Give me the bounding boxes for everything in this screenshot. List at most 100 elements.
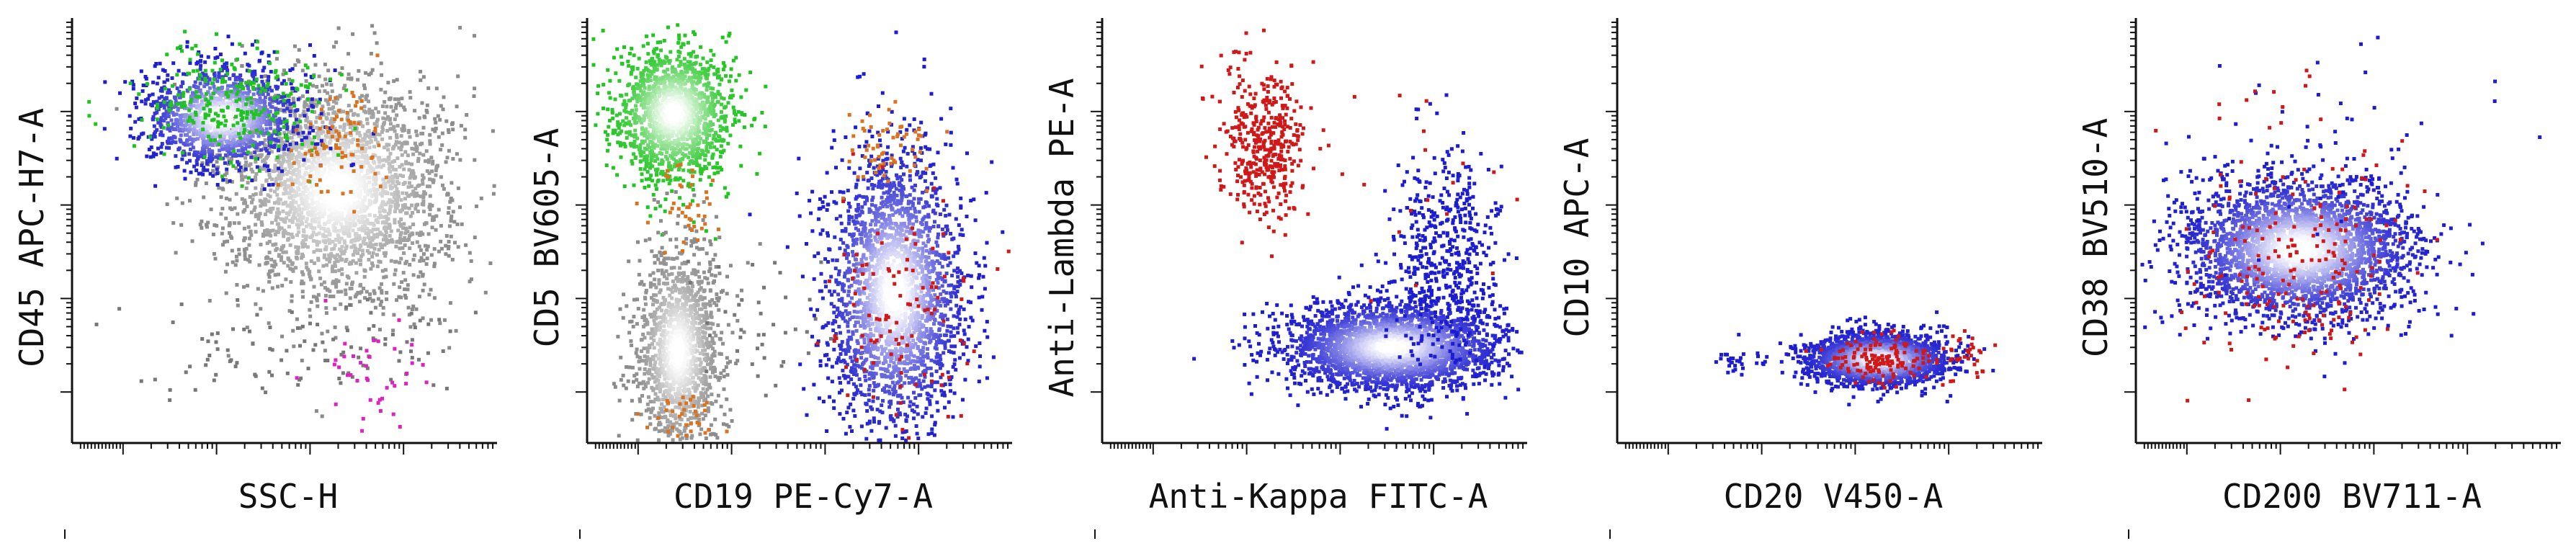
data-point [447, 128, 450, 133]
data-point [395, 240, 399, 244]
data-point [303, 173, 307, 177]
data-point [276, 118, 280, 122]
data-point [254, 186, 258, 190]
data-point [359, 179, 363, 183]
data-point [326, 146, 331, 150]
data-point [225, 180, 230, 184]
data-point [234, 115, 238, 119]
data-point [213, 172, 218, 176]
data-point [406, 305, 411, 310]
data-point [270, 348, 274, 352]
data-point [333, 261, 337, 265]
data-point [336, 259, 340, 264]
data-point [276, 125, 280, 129]
data-point [706, 107, 710, 112]
data-point [364, 71, 368, 75]
data-point [168, 91, 172, 94]
data-point [678, 79, 681, 84]
data-point [350, 375, 354, 379]
data-point [224, 216, 228, 220]
data-point [213, 127, 217, 132]
data-point [204, 97, 208, 102]
data-point [226, 109, 231, 113]
data-point [350, 158, 354, 163]
data-point [270, 177, 274, 182]
data-point [245, 91, 249, 95]
data-point [194, 162, 199, 166]
data-point [213, 99, 217, 104]
data-point [336, 171, 340, 176]
data-point [391, 412, 395, 416]
data-point [209, 115, 213, 120]
data-point [200, 102, 204, 107]
data-point [227, 122, 231, 126]
data-point [428, 142, 432, 146]
data-point [444, 252, 448, 256]
data-point [249, 82, 253, 86]
data-point [386, 148, 390, 152]
data-point [206, 81, 210, 86]
data-point [408, 325, 413, 329]
data-point [282, 125, 286, 129]
data-point [348, 125, 352, 130]
data-point [277, 132, 282, 136]
data-point [333, 117, 337, 121]
data-point [163, 80, 166, 84]
data-point [403, 287, 407, 292]
data-point [378, 192, 383, 196]
data-point [275, 222, 279, 226]
data-point [128, 81, 133, 86]
data-point [346, 192, 350, 197]
data-point [246, 100, 250, 104]
data-point [328, 256, 332, 261]
data-point [288, 243, 292, 247]
data-point [411, 241, 415, 245]
data-point [387, 161, 391, 166]
data-point [185, 45, 189, 49]
data-point [357, 300, 362, 304]
data-point [311, 155, 316, 159]
data-point [216, 114, 220, 118]
data-point [364, 189, 368, 194]
data-point [255, 98, 259, 102]
data-point [306, 223, 310, 227]
data-point [383, 100, 387, 104]
data-point [397, 220, 401, 224]
data-point [197, 104, 201, 108]
data-point [421, 131, 424, 135]
data-point [223, 173, 227, 177]
data-point [234, 127, 238, 131]
data-point [343, 228, 347, 232]
data-point [281, 173, 285, 177]
data-point [362, 274, 367, 279]
data-point [359, 192, 363, 197]
data-point [648, 95, 651, 99]
data-point [298, 344, 302, 348]
data-point [419, 270, 423, 274]
data-point [222, 147, 226, 151]
data-point [370, 194, 374, 198]
data-point [298, 120, 303, 124]
data-point [308, 131, 312, 135]
data-point [307, 141, 311, 146]
data-point [310, 206, 315, 210]
data-point [285, 191, 289, 195]
data-point [241, 110, 246, 115]
data-point [314, 217, 318, 221]
data-point [393, 346, 397, 351]
data-point [326, 230, 331, 234]
data-point [393, 210, 397, 214]
data-point [279, 166, 283, 170]
data-point [297, 208, 301, 212]
data-point [357, 227, 361, 231]
data-point [204, 363, 208, 367]
data-point [283, 220, 287, 224]
data-point [679, 77, 683, 81]
data-point [409, 192, 413, 197]
data-point [391, 179, 395, 184]
data-point [313, 110, 316, 114]
data-point [265, 241, 269, 246]
data-point [311, 104, 316, 109]
data-point [269, 144, 274, 148]
